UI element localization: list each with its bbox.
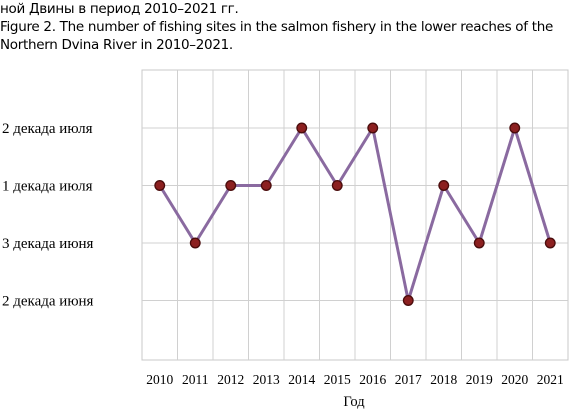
x-tick-label: 2012 [217,372,244,387]
data-point [402,295,414,306]
series-line [158,126,552,302]
data-markers [154,122,556,306]
data-point [544,237,556,249]
y-tick-label: 2 декада июня [2,294,94,310]
y-axis-labels: 2 декада июня 3 декада июня 1 декада июля 2… [2,121,94,310]
x-axis-labels: 2010 2011 2012 2013 2014 2015 2016 2017 2018 2019… [146,372,564,387]
x-tick-label: 2021 [537,372,564,387]
x-axis-title: Год [343,394,365,409]
x-tick-label: 2018 [430,372,457,387]
x-tick-label: 2015 [324,372,351,387]
x-tick-label: 2016 [359,372,386,387]
data-point [331,180,343,191]
x-tick-label: 2019 [466,372,493,387]
data-point [296,122,308,134]
x-tick-label: 2011 [182,372,209,387]
x-tick-label: 2014 [288,372,315,387]
y-tick-label: 1 декада июля [2,179,93,195]
data-point [438,180,450,191]
data-point [225,180,237,191]
figure-caption: ной Двины в период 2010–2021 гг. Figure … [0,0,571,54]
gridlines [142,70,568,360]
data-point [154,180,166,191]
caption-line-1: ной Двины в период 2010–2021 гг. [0,1,239,17]
data-point [189,237,201,249]
data-point [260,180,272,191]
x-tick-label: 2013 [253,372,280,387]
data-point [509,122,521,134]
caption-line-3: Northern Dvina River in 2010–2021. [0,37,233,53]
x-tick-label: 2020 [501,372,528,387]
data-point [473,237,485,249]
y-tick-label: 2 декада июля [2,121,93,137]
caption-line-2: Figure 2. The number of fishing sites in… [0,19,553,35]
x-tick-label: 2010 [146,372,173,387]
data-point [367,122,379,134]
y-tick-label: 3 декада июня [2,236,94,252]
x-tick-label: 2017 [395,372,422,387]
